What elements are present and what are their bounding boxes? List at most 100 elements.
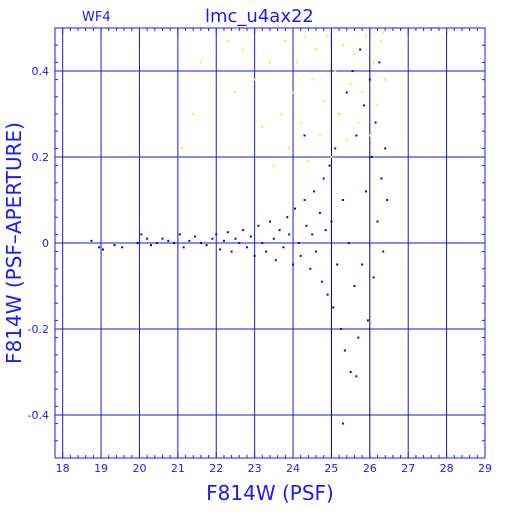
yellow-data-point: [288, 147, 291, 150]
blue-data-point: [136, 242, 139, 244]
yellow-data-point: [180, 147, 183, 150]
blue-data-point: [265, 250, 268, 253]
x-tick-label: 18: [56, 462, 70, 475]
x-tick-label: 25: [324, 462, 338, 475]
yellow-data-point: [284, 39, 287, 42]
blue-data-point: [330, 220, 333, 223]
blue-data-point: [274, 259, 277, 262]
x-tick-label: 26: [363, 462, 377, 475]
x-tick-label: 22: [209, 462, 223, 475]
blue-data-point: [272, 237, 275, 240]
blue-data-point: [384, 147, 387, 150]
yellow-data-point: [330, 156, 333, 158]
x-tick-label: 28: [440, 462, 454, 475]
blue-data-point: [370, 156, 373, 158]
blue-data-point: [353, 285, 356, 287]
blue-data-point: [178, 233, 181, 236]
blue-data-point: [238, 242, 241, 244]
grid-layer: [55, 28, 485, 458]
blue-data-point: [320, 280, 323, 283]
blue-data-point: [364, 190, 367, 193]
chip-label: WF4: [82, 10, 111, 25]
blue-data-point: [278, 229, 281, 232]
blue-data-point: [386, 199, 389, 201]
yellow-data-point: [326, 35, 329, 38]
blue-data-point: [336, 263, 339, 266]
blue-data-point: [345, 91, 348, 94]
yellow-data-point: [361, 91, 364, 94]
yellow-data-point: [322, 100, 325, 103]
yellow-data-point: [376, 104, 379, 107]
blue-data-point: [282, 246, 285, 249]
blue-data-point: [351, 70, 354, 72]
y-tick-label: 0: [42, 237, 49, 250]
blue-data-point: [309, 267, 312, 270]
blue-data-point: [188, 239, 191, 242]
x-tick-label: 24: [286, 462, 300, 475]
blue-data-point: [121, 246, 124, 249]
blue-data-point: [161, 237, 164, 240]
blue-data-point: [374, 121, 377, 124]
blue-data-point: [253, 254, 256, 257]
yellow-data-point: [357, 121, 360, 124]
blue-data-point: [334, 147, 337, 150]
x-tick-label: 20: [132, 462, 146, 475]
blue-data-point: [382, 250, 385, 253]
blue-data-point: [303, 134, 306, 137]
blue-data-point: [318, 211, 321, 214]
yellow-data-point: [292, 91, 295, 94]
yellow-data-point: [338, 113, 341, 115]
yellow-data-point: [299, 121, 302, 124]
yellow-data-point: [384, 78, 387, 81]
blue-data-point: [328, 164, 331, 167]
yellow-data-point: [269, 61, 271, 64]
blue-data-point: [211, 237, 214, 240]
x-tick-label: 29: [478, 462, 492, 475]
blue-data-point: [230, 250, 233, 253]
blue-data-point: [355, 375, 358, 378]
y-tick-label: 0.2: [32, 151, 50, 164]
blue-data-point: [341, 199, 344, 201]
yellow-data-point: [353, 52, 356, 55]
blue-data-point: [361, 263, 364, 266]
blue-data-point: [155, 242, 158, 244]
blue-data-point: [380, 177, 383, 180]
blue-data-point: [167, 239, 170, 242]
blue-data-point: [173, 242, 176, 244]
blue-data-point: [311, 233, 314, 236]
blue-data-point: [332, 306, 335, 309]
blue-data-point: [101, 248, 104, 251]
blue-data-point: [357, 336, 360, 339]
blue-data-point: [98, 246, 101, 249]
blue-data-point: [372, 276, 375, 279]
y-tick-label: -0.4: [28, 409, 49, 422]
yellow-data-point: [341, 44, 344, 47]
blue-data-point: [363, 104, 366, 107]
yellow-data-point: [242, 48, 245, 51]
blue-data-point: [199, 242, 202, 244]
blue-data-point: [324, 229, 327, 232]
yellow-data-point: [226, 39, 229, 42]
blue-data-point: [140, 233, 143, 236]
yellow-data-point: [253, 78, 256, 81]
blue-data-point: [222, 239, 225, 242]
blue-data-point: [343, 349, 346, 352]
blue-data-point: [303, 199, 306, 201]
blue-data-point: [299, 254, 302, 257]
blue-data-point: [366, 319, 369, 322]
blue-data-point: [341, 422, 344, 425]
blue-data-point: [313, 190, 316, 193]
blue-data-point: [355, 134, 358, 137]
blue-data-point: [242, 229, 245, 232]
yellow-data-point: [382, 31, 385, 34]
yellow-data-point: [380, 39, 383, 42]
yellow-data-point: [261, 125, 264, 128]
yellow-data-point: [345, 138, 348, 141]
blue-data-point: [376, 220, 379, 223]
blue-data-point: [113, 244, 116, 247]
yellow-data-point: [368, 134, 371, 137]
x-tick-label: 27: [401, 462, 415, 475]
